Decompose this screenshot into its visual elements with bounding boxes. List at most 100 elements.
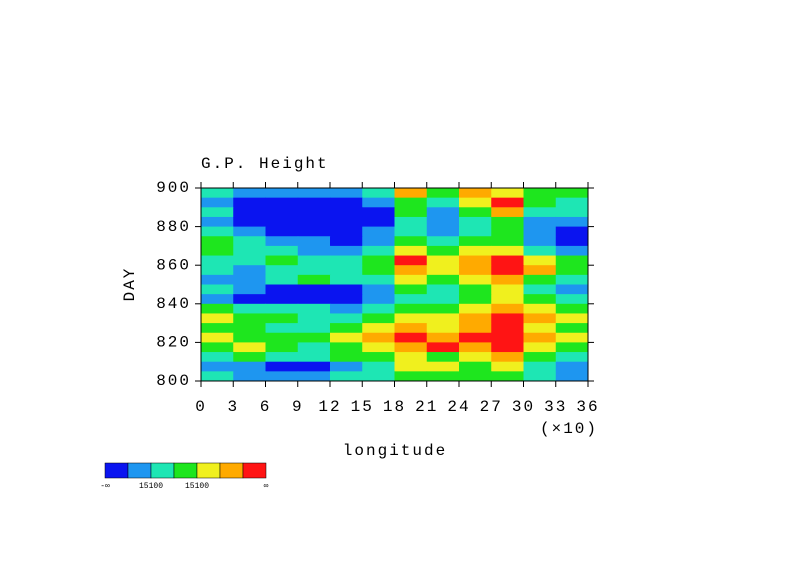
heat-cell [297, 313, 331, 324]
heat-cell [394, 188, 428, 199]
heat-cell [362, 294, 395, 305]
heat-cell [459, 255, 492, 266]
heat-cell [426, 332, 460, 343]
heat-cell [362, 284, 395, 295]
heat-cell [555, 303, 589, 314]
heat-cell [459, 323, 492, 334]
colorbar-label: 15100 [185, 482, 209, 491]
heat-cell [233, 265, 266, 276]
heat-cell [362, 371, 395, 382]
heat-cell [233, 361, 266, 372]
heat-cell [555, 294, 589, 305]
heat-cell [362, 255, 395, 266]
heat-cell [426, 207, 460, 218]
heat-cell [555, 236, 589, 247]
x-tick-label: 3 [227, 398, 239, 416]
heat-cell [523, 255, 557, 266]
x-tick-label: 0 [195, 398, 207, 416]
heat-cell [297, 323, 331, 334]
heat-cell [491, 216, 524, 228]
heat-cell [491, 361, 524, 372]
heat-cell [330, 197, 363, 208]
heat-cell [233, 274, 266, 285]
heat-cell [555, 188, 589, 199]
x-tick-label: 27 [480, 398, 503, 416]
heat-cell [362, 313, 395, 324]
heat-cell [523, 361, 557, 372]
heat-cell [555, 284, 589, 295]
heat-cell [491, 342, 524, 353]
heat-cell [523, 352, 557, 363]
heat-cell [394, 236, 428, 247]
heat-cell [491, 303, 524, 314]
heat-cell [297, 216, 331, 228]
heat-cell [330, 236, 363, 247]
heat-cell [362, 352, 395, 363]
x-tick-label: 18 [383, 398, 406, 416]
heat-cell [265, 352, 299, 363]
heat-cell [330, 255, 363, 266]
heat-cell [265, 323, 299, 334]
heat-cell [265, 207, 299, 218]
y-tick-label: 880 [156, 218, 191, 236]
heat-cell [426, 226, 460, 237]
y-tick-label: 840 [156, 295, 191, 313]
heat-cell [265, 226, 299, 237]
x-scale-label: (×10) [540, 420, 598, 438]
heat-cell [491, 274, 524, 285]
y-axis-label: DAY [121, 267, 139, 302]
heat-cell [233, 332, 266, 343]
heat-cell [491, 332, 524, 343]
heat-cell [297, 294, 331, 305]
heat-cell [330, 265, 363, 276]
heat-cell [394, 371, 428, 382]
heat-cell [362, 265, 395, 276]
heat-cell [330, 361, 363, 372]
heat-cell [265, 332, 299, 343]
heat-cell [297, 371, 331, 382]
heat-cell [297, 342, 331, 353]
heat-cell [426, 294, 460, 305]
heat-cell [233, 342, 266, 353]
heat-cell [297, 197, 331, 208]
heat-cell [362, 245, 395, 257]
heat-cell [201, 361, 234, 372]
heat-cell [330, 294, 363, 305]
heat-cell [459, 332, 492, 343]
heat-cell [265, 245, 299, 257]
y-tick-label: 820 [156, 334, 191, 352]
heat-cell [426, 342, 460, 353]
heat-cell [459, 265, 492, 276]
heat-cell [491, 294, 524, 305]
heat-cell [555, 226, 589, 237]
heat-cell [459, 245, 492, 257]
heat-cell [394, 265, 428, 276]
heat-cell [201, 226, 234, 237]
heat-cell [362, 236, 395, 247]
colorbar-swatch [104, 462, 129, 479]
heat-cell [491, 284, 524, 295]
y-tick-label: 800 [156, 372, 191, 390]
heat-cell [201, 236, 234, 247]
heat-cell [362, 323, 395, 334]
heat-cell [330, 274, 363, 285]
heat-cell [555, 265, 589, 276]
heat-cell [233, 352, 266, 363]
y-tick-label: 900 [156, 179, 191, 197]
heat-cell [394, 361, 428, 372]
heat-cell [555, 207, 589, 218]
heat-cell [297, 361, 331, 372]
heat-cell [362, 188, 395, 199]
heat-cell [394, 284, 428, 295]
heat-cell [491, 265, 524, 276]
heat-cell [330, 352, 363, 363]
heat-cell [459, 352, 492, 363]
heat-cell [233, 284, 266, 295]
heat-cell [265, 197, 299, 208]
colorbar-swatch [173, 462, 198, 479]
heat-cell [362, 274, 395, 285]
colorbar-label: -∞ [100, 482, 110, 491]
colorbar-swatch [242, 462, 267, 479]
heat-cell [459, 313, 492, 324]
heat-cell [555, 197, 589, 208]
